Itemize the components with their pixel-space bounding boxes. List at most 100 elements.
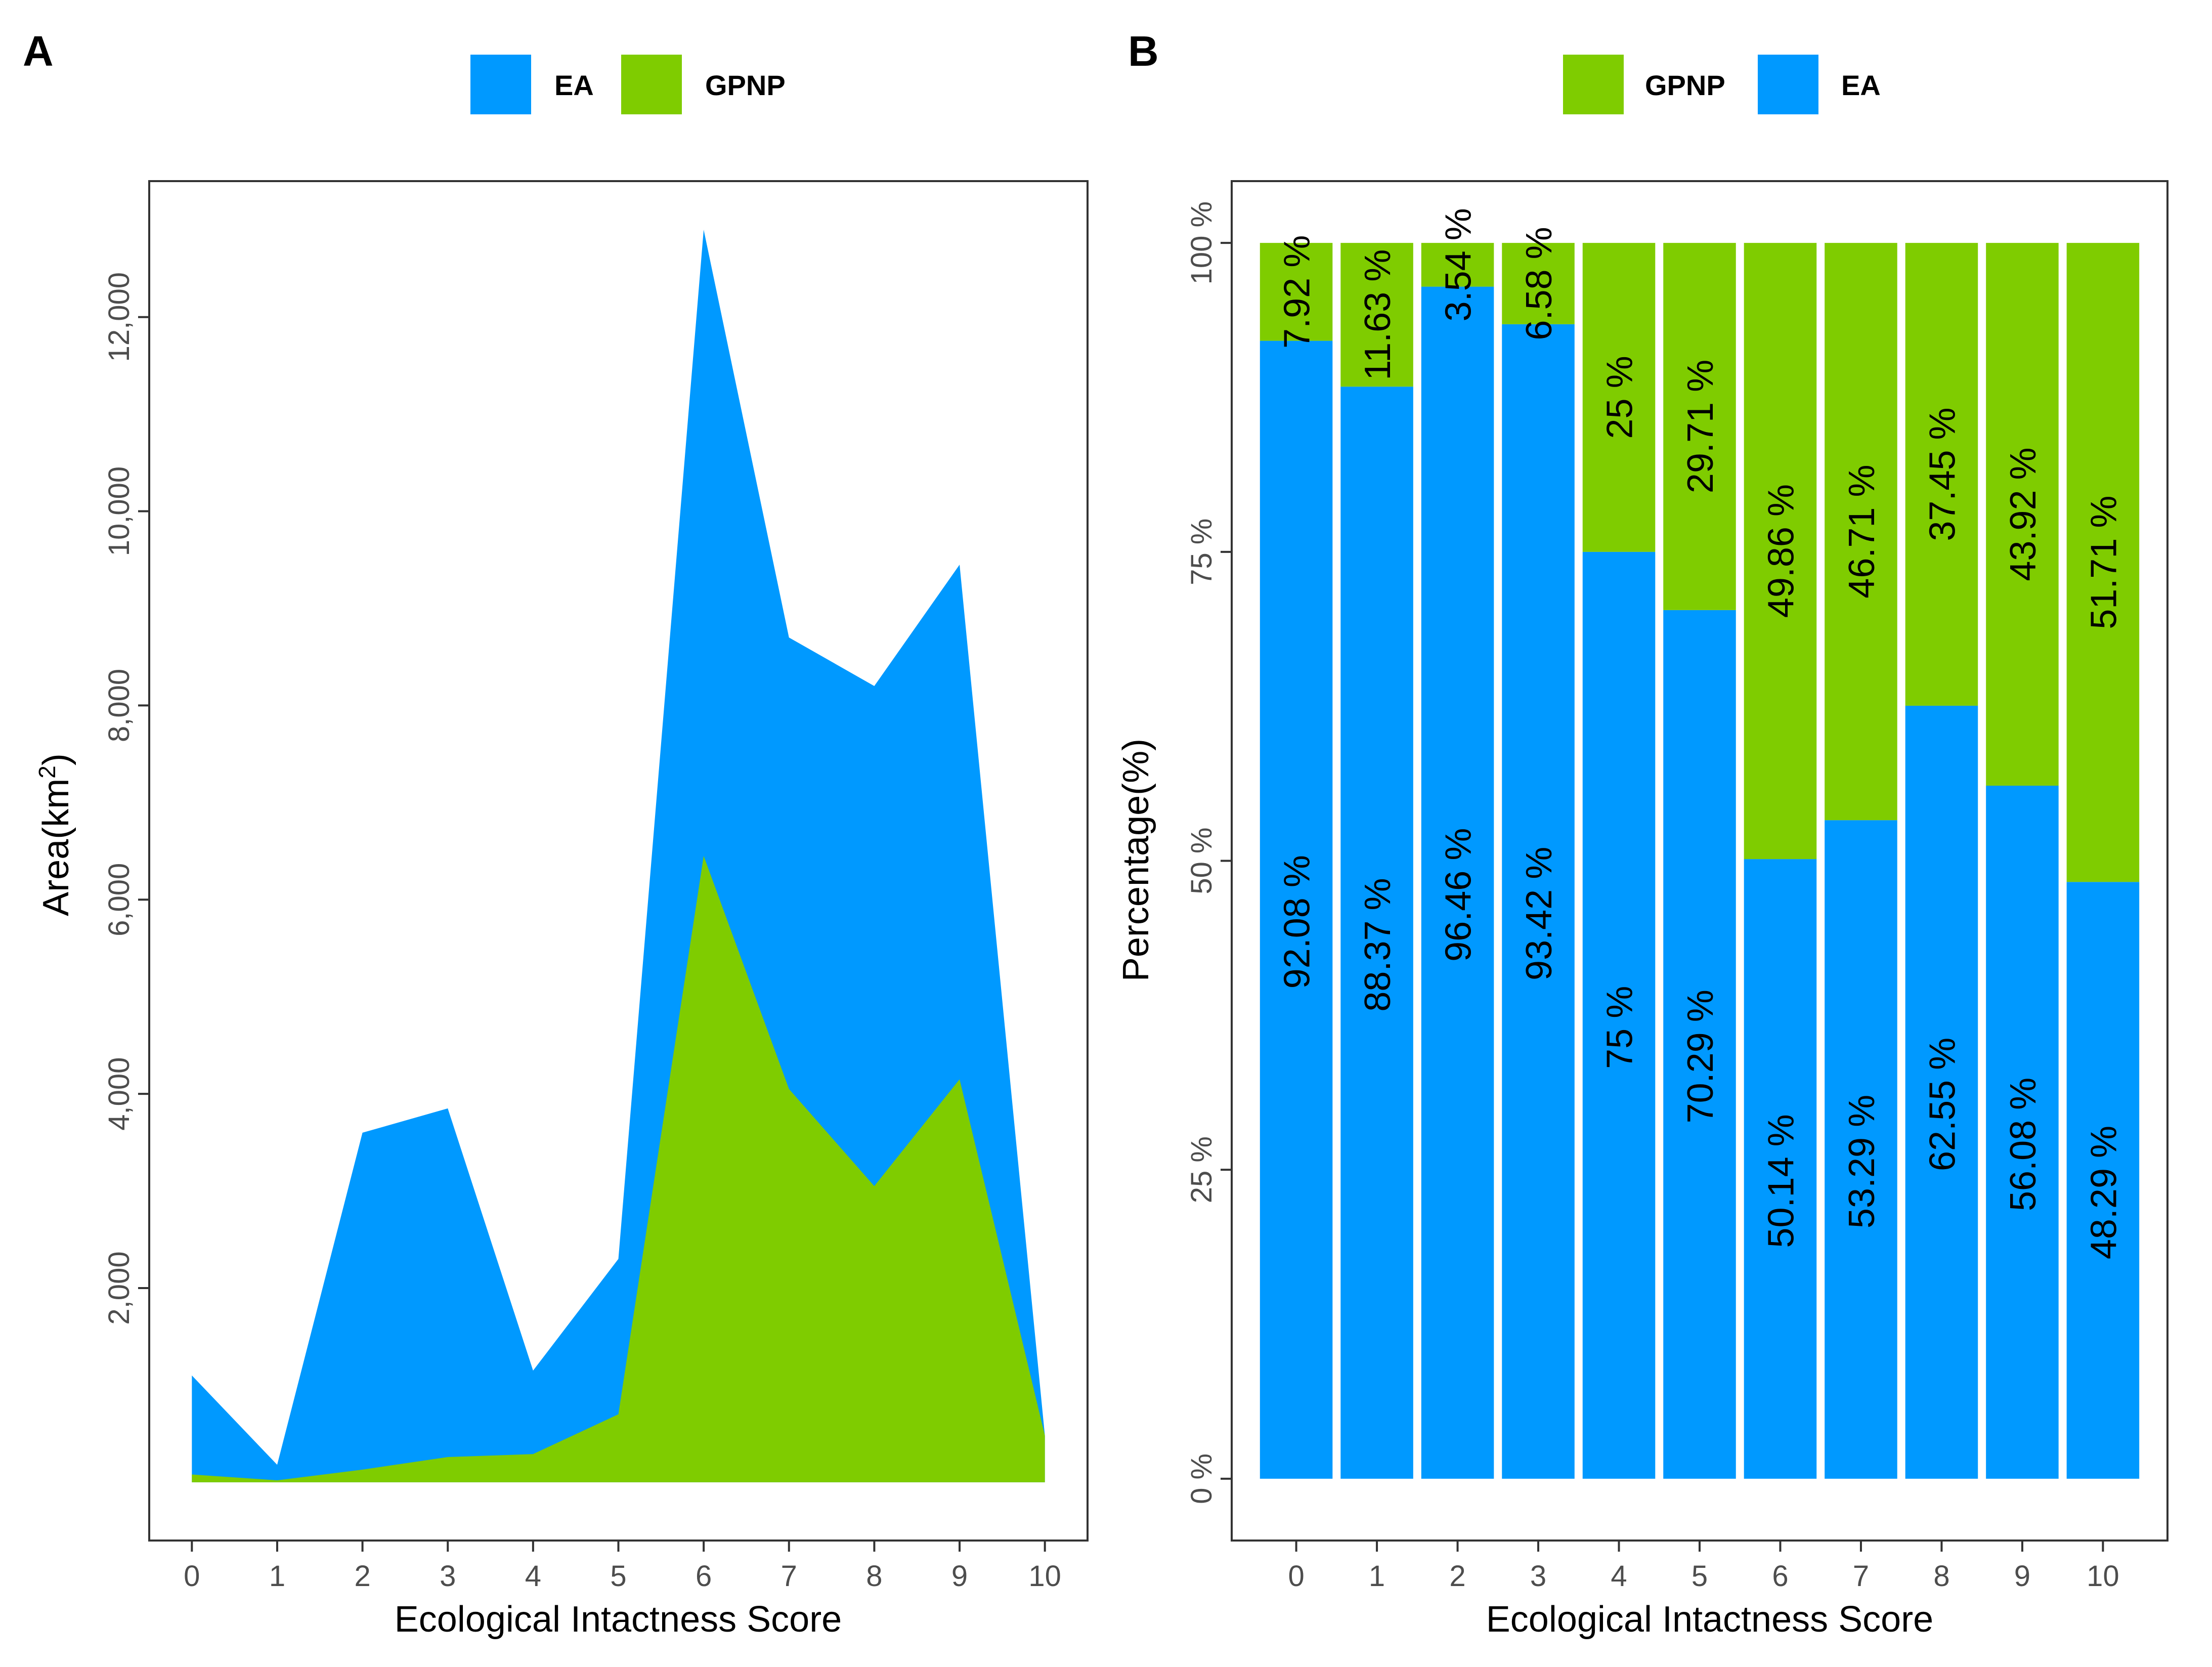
- bar-label-ea: 70.29 %: [1680, 990, 1721, 1123]
- bar-ea: [1340, 387, 1413, 1479]
- bar-label-gpnp: 49.86 %: [1761, 484, 1801, 618]
- bar-label-ea: 62.55 %: [1922, 1038, 1963, 1171]
- bar-label-gpnp: 37.45 %: [1922, 407, 1963, 541]
- bar-gpnp: [1582, 243, 1656, 552]
- x-tick-label: 5: [610, 1560, 626, 1593]
- x-tick-label: 3: [440, 1560, 456, 1593]
- bar-ea: [1663, 610, 1736, 1479]
- bar-label-ea: 56.08 %: [2003, 1078, 2044, 1211]
- bar-gpnp: [1825, 243, 1897, 821]
- bar-gpnp: [1260, 243, 1333, 341]
- bar-ea: [1582, 551, 1656, 1479]
- bar-label-gpnp: 7.92 %: [1277, 235, 1318, 349]
- bar-label-ea: 53.29 %: [1842, 1095, 1882, 1228]
- bar-gpnp: [1986, 243, 2059, 786]
- panel-a-plot: [192, 229, 1045, 1482]
- bar-gpnp: [1340, 243, 1413, 387]
- panel-a-x-axis: 0 1 2 3 4 5 6 7 8 9 10: [184, 1541, 1061, 1593]
- x-tick-label: 0: [1288, 1560, 1304, 1593]
- bar-ea: [1905, 705, 1978, 1479]
- x-tick-label: 10: [2087, 1560, 2119, 1593]
- bar-label-ea: 88.37 %: [1358, 878, 1398, 1011]
- y-tick-label: 50 %: [1185, 827, 1218, 894]
- legend-b-swatch-ea: [1758, 55, 1818, 114]
- panel-b-plot: [1260, 243, 2140, 1479]
- x-tick-label: 5: [1691, 1560, 1708, 1593]
- panel-b-x-title: Ecological Intactness Score: [1486, 1599, 1933, 1640]
- x-tick-label: 10: [1028, 1560, 1061, 1593]
- x-tick-label: 8: [866, 1560, 882, 1593]
- panel-a-tag: A: [23, 27, 54, 75]
- legend-b-label-gpnp: GPNP: [1645, 69, 1725, 101]
- bar-label-ea: 92.08 %: [1277, 855, 1318, 989]
- area-gpnp: [192, 856, 1045, 1482]
- bar-ea: [1502, 324, 1575, 1479]
- bar-label-gpnp: 25 %: [1600, 356, 1640, 439]
- x-tick-label: 2: [1449, 1560, 1465, 1593]
- legend-b-swatch-gpnp: [1563, 55, 1624, 114]
- panel-b-y-axis: 0 % 25 % 50 % 75 % 100 %: [1185, 201, 1232, 1504]
- y-tick-label: 0 %: [1185, 1454, 1218, 1504]
- bar-label-ea: 96.46 %: [1439, 828, 1479, 962]
- x-tick-label: 4: [1611, 1560, 1627, 1593]
- panel-a: A EA GPNP 0 1 2 3 4 5 6 7 8 9 10 2,000 4,000 6,000 8,…: [23, 27, 1089, 1640]
- legend-a-swatch-gpnp: [621, 55, 682, 114]
- bar-ea: [1260, 340, 1333, 1479]
- x-tick-label: 6: [696, 1560, 712, 1593]
- bar-label-gpnp: 3.54 %: [1439, 208, 1479, 321]
- panel-b-x-axis: 0 1 2 3 4 5 6 7 8 9 10: [1288, 1541, 2119, 1593]
- bar-label-ea: 50.14 %: [1761, 1114, 1801, 1248]
- legend-a-label-gpnp: GPNP: [705, 69, 786, 101]
- bar-gpnp: [1663, 243, 1736, 610]
- bar-ea: [1986, 785, 2059, 1479]
- bar-label-gpnp: 11.63 %: [1358, 249, 1398, 380]
- panel-a-legend: EA GPNP: [470, 55, 786, 114]
- bar-gpnp: [2066, 243, 2140, 882]
- x-tick-label: 8: [1933, 1560, 1949, 1593]
- panel-a-y-title-close: ): [36, 753, 76, 765]
- panel-a-y-axis: 2,000 4,000 6,000 8,000 10,000 12,000: [103, 272, 149, 1325]
- y-tick-label: 2,000: [103, 1251, 136, 1324]
- bar-gpnp: [1905, 243, 1978, 706]
- x-tick-label: 9: [2014, 1560, 2030, 1593]
- bar-label-gpnp: 29.71 %: [1680, 360, 1721, 493]
- bar-ea: [1744, 859, 1817, 1479]
- panel-b-tag: B: [1128, 27, 1159, 75]
- panel-b: B GPNP EA 92.08 % 7.92 % 88.37 % 11.63 % 96.…: [1116, 27, 2168, 1640]
- bar-label-gpnp: 46.71 %: [1842, 465, 1882, 599]
- panel-b-bar-labels: 92.08 % 7.92 % 88.37 % 11.63 % 96.46 % 3.54 %…: [1277, 208, 2124, 1259]
- bar-gpnp: [1502, 243, 1575, 324]
- x-tick-label: 7: [781, 1560, 797, 1593]
- bar-ea: [1421, 286, 1494, 1479]
- legend-b-label-ea: EA: [1841, 69, 1881, 101]
- panel-b-legend: GPNP EA: [1563, 55, 1881, 114]
- bar-label-ea: 93.42 %: [1519, 847, 1559, 980]
- panel-a-y-title: Area(km2): [34, 753, 76, 916]
- panel-a-y-title-base: Area(km: [36, 779, 76, 916]
- x-tick-label: 9: [951, 1560, 968, 1593]
- y-tick-label: 100 %: [1185, 201, 1218, 284]
- x-tick-label: 0: [184, 1560, 200, 1593]
- y-tick-label: 10,000: [103, 466, 136, 556]
- y-tick-label: 75 %: [1185, 519, 1218, 585]
- x-tick-label: 2: [354, 1560, 370, 1593]
- legend-a-swatch-ea: [470, 55, 531, 114]
- bar-gpnp: [1421, 243, 1494, 287]
- bar-label-gpnp: 51.71 %: [2084, 496, 2124, 629]
- bar-ea: [1825, 820, 1897, 1479]
- legend-a-label-ea: EA: [554, 69, 594, 101]
- x-tick-label: 7: [1853, 1560, 1869, 1593]
- x-tick-label: 1: [1369, 1560, 1385, 1593]
- x-tick-label: 4: [525, 1560, 541, 1593]
- y-tick-label: 6,000: [103, 863, 136, 936]
- y-tick-label: 4,000: [103, 1057, 136, 1131]
- y-tick-label: 25 %: [1185, 1136, 1218, 1203]
- x-tick-label: 3: [1530, 1560, 1546, 1593]
- panel-a-x-title: Ecological Intactness Score: [395, 1599, 842, 1640]
- x-tick-label: 1: [269, 1560, 285, 1593]
- bar-label-ea: 48.29 %: [2084, 1126, 2124, 1259]
- y-tick-label: 12,000: [103, 272, 136, 362]
- bar-gpnp: [1744, 243, 1817, 860]
- bar-ea: [2066, 882, 2140, 1479]
